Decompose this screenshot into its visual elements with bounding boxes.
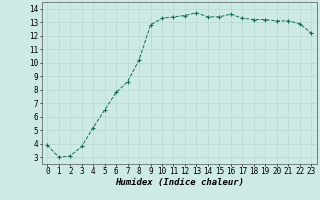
- X-axis label: Humidex (Indice chaleur): Humidex (Indice chaleur): [115, 178, 244, 187]
